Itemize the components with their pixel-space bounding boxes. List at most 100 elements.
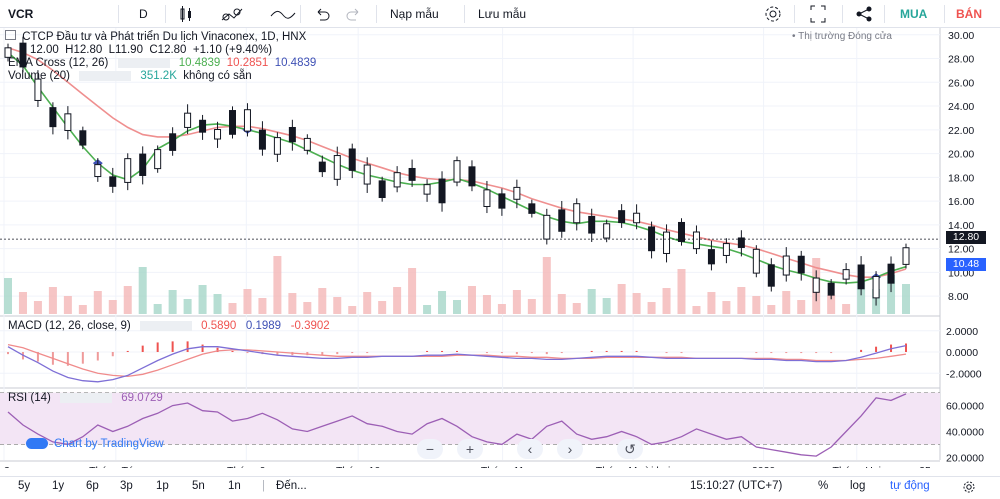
fullscreen-icon[interactable] xyxy=(809,0,827,28)
candle-body xyxy=(94,164,102,178)
volume-bar xyxy=(93,291,102,314)
candle-body xyxy=(782,255,790,276)
toolbar-divider xyxy=(165,5,166,23)
time-tick-label: Tháng Mười hai xyxy=(596,465,671,468)
candle-body xyxy=(154,149,162,170)
ohlc-legend: 12.00 H12.80 L11.90 C12.80 +1.10 (+9.40%… xyxy=(30,44,272,56)
macd-legend: MACD (12, 26, close, 9) 0.5890 0.1989 -0… xyxy=(8,320,330,332)
range-1d[interactable]: 1n xyxy=(228,480,241,492)
symbol-search[interactable]: VCR xyxy=(8,7,34,21)
ohlc-close: C12.80 xyxy=(149,44,187,56)
indicators-icon[interactable] xyxy=(220,0,244,28)
ema-controls[interactable] xyxy=(117,57,170,68)
top-toolbar: VCR D Nạp mẫu Lưu mẫu MUA BÁN xyxy=(0,0,1000,28)
rsi-tick-label: 20.0000 xyxy=(946,452,984,464)
volume-bar xyxy=(123,286,132,314)
volume-bar xyxy=(393,287,402,314)
range-1y[interactable]: 1y xyxy=(52,480,65,492)
volume-bar xyxy=(168,290,177,314)
range-3m[interactable]: 3p xyxy=(120,480,133,492)
volume-bar xyxy=(348,306,357,314)
time-tick-label: Tháng 9 xyxy=(227,465,266,468)
share-icon[interactable] xyxy=(855,0,873,28)
volume-bar xyxy=(288,293,297,314)
volume-bar xyxy=(228,303,237,314)
candle-body xyxy=(543,214,551,240)
volume-bar xyxy=(453,300,461,314)
rsi-line xyxy=(7,393,907,457)
volume-label: Volume (20) xyxy=(8,70,71,82)
volume-controls[interactable] xyxy=(79,70,132,81)
candle-body xyxy=(692,231,700,250)
ema-value-3: 10.4839 xyxy=(274,57,317,69)
time-tick-label: Tháng Tám xyxy=(89,465,143,468)
volume-bar xyxy=(587,289,596,314)
toolbar-divider xyxy=(118,5,119,23)
candle-body xyxy=(737,237,745,248)
clock-time[interactable]: 15:10:27 (UTC+7) xyxy=(690,480,783,492)
price-tick-label: 16.00 xyxy=(948,196,974,208)
price-chart[interactable]: 30.00 28.00 26.00 24.00 22.00 20.00 18.00 16.00… xyxy=(0,28,1000,477)
bottom-bar: 5y 1y 6p 3p 1p 5n 1n | Đến... 15:10:27 (… xyxy=(0,476,1000,499)
macd-value-2: 0.1989 xyxy=(245,320,282,332)
zoom-out-button[interactable]: − xyxy=(417,439,443,459)
ohlc-change: +1.10 (+9.40%) xyxy=(192,44,273,56)
candle-body xyxy=(857,264,865,290)
zoom-in-button[interactable]: + xyxy=(457,439,483,459)
compare-icon[interactable] xyxy=(270,0,296,28)
volume-bar xyxy=(4,278,12,314)
redo-icon[interactable] xyxy=(346,0,362,28)
goto-date-button[interactable]: Đến... xyxy=(276,480,307,492)
macd-signal-line xyxy=(7,343,907,378)
scroll-left-button[interactable]: ‹ xyxy=(517,439,543,459)
toolbar-divider xyxy=(884,5,885,23)
candle-body xyxy=(184,112,192,128)
candle-body xyxy=(902,247,910,265)
candle-body xyxy=(603,223,611,239)
save-template-button[interactable]: Lưu mẫu xyxy=(478,7,527,21)
load-template-button[interactable]: Nạp mẫu xyxy=(390,7,439,21)
volume-bar xyxy=(408,268,417,314)
candle-body xyxy=(722,243,730,256)
candle-body xyxy=(169,133,177,151)
reset-chart-icon[interactable]: ↺ xyxy=(617,439,643,459)
candle-body xyxy=(827,282,835,296)
volume-bar xyxy=(602,298,611,314)
chart-settings-icon[interactable] xyxy=(962,480,976,497)
buy-button[interactable]: MUA xyxy=(900,7,928,21)
rsi-legend: RSI (14) 69.0729 xyxy=(8,392,163,404)
macd-tick-label: 2.0000 xyxy=(946,326,978,338)
auto-scale-toggle[interactable]: tự động xyxy=(890,480,930,492)
macd-controls[interactable] xyxy=(139,320,192,331)
main-legend: CTCP Đầu tư và Phát triển Du lịch Vinaco… xyxy=(5,30,306,43)
candle-body xyxy=(79,130,87,146)
volume-bar xyxy=(737,287,746,314)
volume-value: 351.2K xyxy=(140,70,177,82)
watermark-text: Chart by TradingView xyxy=(54,438,164,450)
sell-button[interactable]: BÁN xyxy=(956,7,982,21)
tradingview-watermark[interactable]: Chart by TradingView xyxy=(26,438,164,450)
volume-legend: Volume (20) 351.2K không có sẵn xyxy=(8,70,252,82)
range-6m[interactable]: 6p xyxy=(86,480,99,492)
range-5d[interactable]: 5n xyxy=(192,480,205,492)
candle-body xyxy=(4,47,12,58)
ohlc-open: 12.00 xyxy=(30,44,59,56)
rsi-value: 69.0729 xyxy=(121,392,163,404)
candle-style-icon[interactable] xyxy=(178,0,194,28)
time-tick-label: 2020 xyxy=(752,465,776,468)
undo-icon[interactable] xyxy=(314,0,330,28)
goto-divider: | xyxy=(262,480,265,492)
log-scale-toggle[interactable]: log xyxy=(850,480,866,492)
range-1m[interactable]: 1p xyxy=(156,480,169,492)
legend-collapse-icon[interactable] xyxy=(5,30,16,40)
range-5y[interactable]: 5y xyxy=(18,480,31,492)
volume-bar xyxy=(767,305,776,314)
scroll-right-button[interactable]: › xyxy=(557,439,583,459)
chart-area[interactable]: 30.00 28.00 26.00 24.00 22.00 20.00 18.00 16.00… xyxy=(0,28,1000,477)
interval-button[interactable]: D xyxy=(139,7,148,21)
candle-body xyxy=(528,203,536,214)
settings-icon[interactable] xyxy=(762,0,784,28)
rsi-controls[interactable] xyxy=(60,392,113,403)
percent-scale-toggle[interactable]: % xyxy=(818,480,829,492)
last-price-label: 12.80 xyxy=(946,231,986,244)
